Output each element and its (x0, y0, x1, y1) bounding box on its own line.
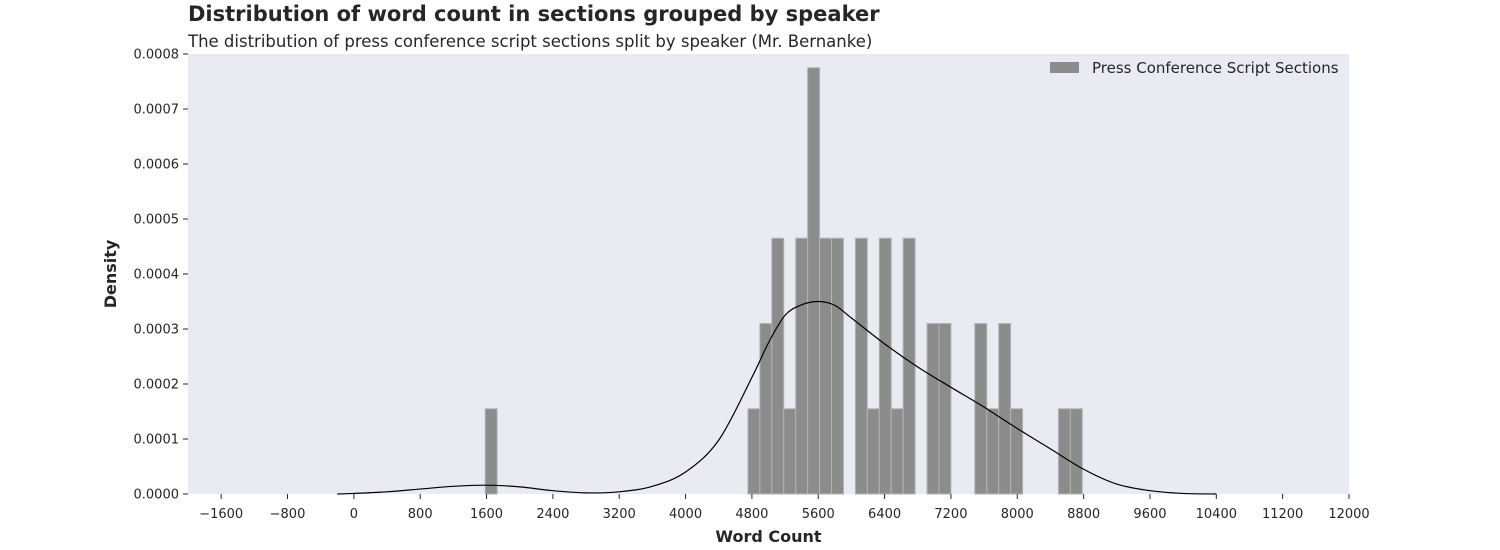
y-axis: 0.0000 0.0001 0.0002 0.0003 0.0004 0.0005 0.00… (134, 48, 188, 503)
histogram-bar (771, 237, 785, 495)
x-tick-label: 4000 (669, 507, 702, 522)
histogram-bar (1010, 408, 1024, 495)
x-tick-label: 8800 (1067, 507, 1100, 522)
x-tick-label: 12000 (1328, 507, 1369, 522)
y-tick-label: 0.0004 (134, 268, 180, 283)
histogram-bar (890, 408, 904, 495)
kde-line (337, 300, 1217, 495)
y-axis-label: Density (101, 239, 120, 308)
y-tick-label: 0.0003 (134, 323, 180, 338)
histogram-bar (1057, 408, 1071, 495)
x-tick-label: 8000 (1001, 507, 1034, 522)
x-tick-label: 2400 (536, 507, 569, 522)
histogram-bar (986, 408, 1000, 495)
x-tick-label: 800 (408, 507, 433, 522)
legend: Press Conference Script Sections (1050, 59, 1339, 77)
x-tick-label: 6400 (868, 507, 901, 522)
chart-title: Distribution of word count in sections g… (188, 2, 880, 26)
histogram-bar (795, 237, 809, 495)
x-tick-label: 5600 (802, 507, 835, 522)
x-tick-label: 0 (350, 507, 358, 522)
x-axis-label: Word Count (715, 527, 822, 546)
y-tick-label: 0.0000 (134, 488, 180, 503)
legend-label: Press Conference Script Sections (1092, 59, 1339, 77)
y-tick-label: 0.0002 (134, 378, 180, 393)
x-tick-label: 1600 (470, 507, 503, 522)
x-tick-label: 11200 (1262, 507, 1303, 522)
x-tick-label: −1600 (199, 507, 243, 522)
x-tick-label: −800 (270, 507, 306, 522)
histogram-bar (974, 323, 988, 495)
x-tick-label: 4800 (735, 507, 768, 522)
x-tick-label: 9600 (1133, 507, 1166, 522)
chart-subtitle: The distribution of press conference scr… (188, 32, 873, 51)
y-tick-label: 0.0008 (134, 48, 180, 63)
histogram-bar (807, 67, 821, 495)
histogram-bar (747, 408, 761, 495)
histogram-bars (484, 67, 1083, 495)
x-axis: −1600 −800 0 800 1600 2400 3200 4000 4800 5600 640… (199, 494, 1370, 522)
histogram-bar (866, 408, 880, 495)
histogram-bar (938, 323, 952, 495)
y-tick-label: 0.0006 (134, 158, 180, 173)
y-tick-label: 0.0005 (134, 213, 180, 228)
x-tick-label: 7200 (934, 507, 967, 522)
histogram-bar (998, 323, 1012, 495)
y-tick-label: 0.0007 (134, 103, 180, 118)
histogram-bar (831, 237, 844, 495)
histogram-bar (819, 237, 833, 495)
histogram-bar (484, 408, 498, 495)
y-tick-label: 0.0001 (134, 433, 180, 448)
x-tick-label: 3200 (603, 507, 636, 522)
histogram-bar (878, 237, 892, 495)
histogram-bar (1069, 408, 1083, 495)
histogram-bar (902, 237, 916, 495)
x-tick-label: 10400 (1196, 507, 1237, 522)
histogram-bar (854, 237, 868, 495)
histogram-bar (783, 408, 797, 495)
legend-swatch (1050, 62, 1079, 73)
histogram-bar (926, 323, 940, 495)
